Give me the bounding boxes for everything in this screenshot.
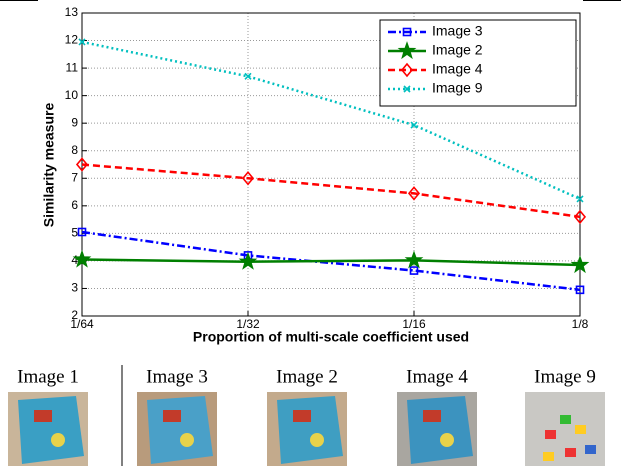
thumbnail-piece: [310, 433, 324, 447]
y-tick-label: 5: [71, 226, 78, 240]
x-tick-label: 1/16: [402, 317, 426, 331]
y-tick-label: 3: [71, 281, 78, 295]
y-tick-label: 8: [71, 143, 78, 157]
y-tick-label: 2: [71, 308, 78, 322]
image-caption: Image 1: [17, 366, 79, 387]
marker: [403, 85, 411, 93]
x-axis-label: Proportion of multi-scale coefficient us…: [193, 329, 469, 345]
legend: [379, 19, 577, 107]
series-line: [81, 258, 581, 267]
thumbnail-piece: [51, 433, 65, 447]
y-tick-label: 13: [65, 5, 79, 19]
marker: [72, 249, 92, 268]
y-tick-label: 10: [65, 88, 79, 102]
series-line: [81, 230, 581, 292]
thumbnail-block: [575, 425, 586, 434]
thumbnail-piece: [180, 433, 194, 447]
y-tick-label: 6: [71, 198, 78, 212]
legend-label: Image 4: [432, 61, 483, 77]
legend-label: Image 3: [432, 23, 483, 39]
y-tick-label: 12: [65, 33, 79, 47]
image-caption: Image 9: [534, 366, 596, 387]
marker: [244, 72, 252, 80]
marker: [75, 157, 89, 172]
thumbnail-board: [18, 396, 84, 464]
y-tick-label: 4: [71, 253, 78, 267]
marker: [575, 285, 585, 295]
thumbnail-board: [147, 396, 213, 464]
x-tick-label: 1/8: [572, 317, 589, 331]
image-caption: Image 2: [276, 366, 338, 387]
image-caption: Image 3: [146, 366, 208, 387]
legend-label: Image 9: [432, 80, 483, 96]
thumbnail-piece: [440, 433, 454, 447]
y-tick-label: 9: [71, 115, 78, 129]
y-tick-label: 11: [66, 60, 79, 74]
marker: [241, 171, 255, 186]
y-tick-label: 7: [71, 170, 78, 184]
legend-label: Image 2: [432, 42, 483, 58]
y-axis-label: Similarity measure: [41, 103, 57, 228]
thumbnail-piece: [34, 410, 52, 422]
marker: [570, 255, 590, 274]
marker: [238, 251, 258, 270]
marker: [400, 62, 414, 78]
marker: [77, 227, 87, 237]
thumbnail-board: [407, 396, 473, 464]
series-line: [81, 163, 581, 219]
thumbnail-piece: [293, 410, 311, 422]
marker: [409, 266, 419, 275]
thumbnail-block: [560, 415, 571, 424]
marker: [404, 250, 424, 269]
thumbnail-block: [585, 445, 596, 454]
series-line: [81, 40, 581, 201]
x-tick-label: 1/32: [236, 317, 260, 331]
image-caption: Image 4: [406, 366, 468, 387]
x-tick-label: 1/64: [70, 317, 94, 331]
marker: [402, 27, 412, 37]
marker: [407, 186, 421, 201]
marker: [410, 121, 418, 129]
marker: [78, 38, 86, 46]
marker: [573, 209, 587, 225]
thumbnail-block: [565, 448, 576, 457]
thumbnail-piece: [163, 410, 181, 422]
marker: [576, 195, 584, 203]
thumbnail-block: [543, 452, 554, 461]
thumbnail-block: [545, 430, 556, 439]
thumbnail-board: [277, 396, 343, 464]
thumbnail-piece: [423, 410, 441, 422]
marker: [397, 41, 417, 60]
